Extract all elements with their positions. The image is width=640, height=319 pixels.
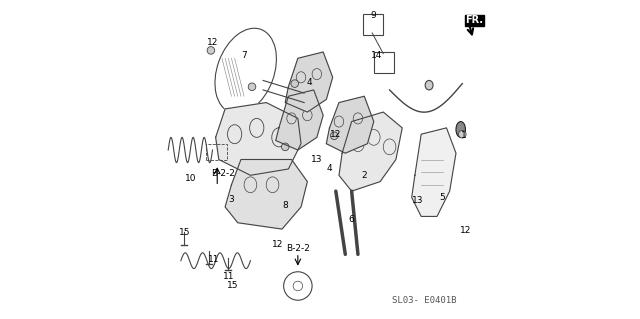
Circle shape — [458, 130, 466, 138]
Text: B-2-2: B-2-2 — [212, 169, 236, 178]
Text: 11: 11 — [208, 255, 220, 263]
Text: B-2-2: B-2-2 — [286, 243, 310, 253]
Polygon shape — [225, 160, 307, 229]
Text: 12: 12 — [460, 226, 471, 235]
Text: 12: 12 — [207, 38, 218, 47]
Circle shape — [207, 47, 214, 54]
Text: 4: 4 — [326, 165, 332, 174]
Circle shape — [248, 83, 256, 91]
Text: 14: 14 — [371, 51, 383, 60]
Text: 6: 6 — [349, 215, 355, 224]
Polygon shape — [339, 112, 402, 191]
Polygon shape — [285, 52, 333, 112]
Text: 4: 4 — [306, 78, 312, 86]
Polygon shape — [276, 90, 323, 150]
Text: 5: 5 — [439, 193, 445, 202]
Text: 2: 2 — [362, 171, 367, 180]
Text: 12: 12 — [330, 130, 342, 139]
Circle shape — [291, 80, 298, 87]
Text: 9: 9 — [371, 11, 376, 20]
Polygon shape — [412, 128, 456, 216]
Ellipse shape — [456, 122, 465, 137]
Text: 8: 8 — [282, 201, 288, 210]
Text: FR.: FR. — [465, 15, 483, 26]
Text: 13: 13 — [412, 196, 424, 205]
Text: 15: 15 — [179, 228, 191, 237]
Text: 15: 15 — [227, 281, 239, 291]
Circle shape — [330, 132, 338, 140]
Ellipse shape — [425, 80, 433, 90]
Polygon shape — [216, 103, 301, 175]
Text: 3: 3 — [228, 195, 234, 204]
Text: 11: 11 — [223, 272, 234, 281]
Text: 7: 7 — [241, 51, 247, 60]
Text: SL03- E0401B: SL03- E0401B — [392, 296, 456, 305]
Polygon shape — [326, 96, 374, 153]
Text: 12: 12 — [271, 241, 283, 249]
Text: 13: 13 — [310, 155, 322, 164]
Text: 1: 1 — [461, 131, 467, 140]
Circle shape — [282, 143, 289, 151]
Text: 10: 10 — [184, 174, 196, 183]
